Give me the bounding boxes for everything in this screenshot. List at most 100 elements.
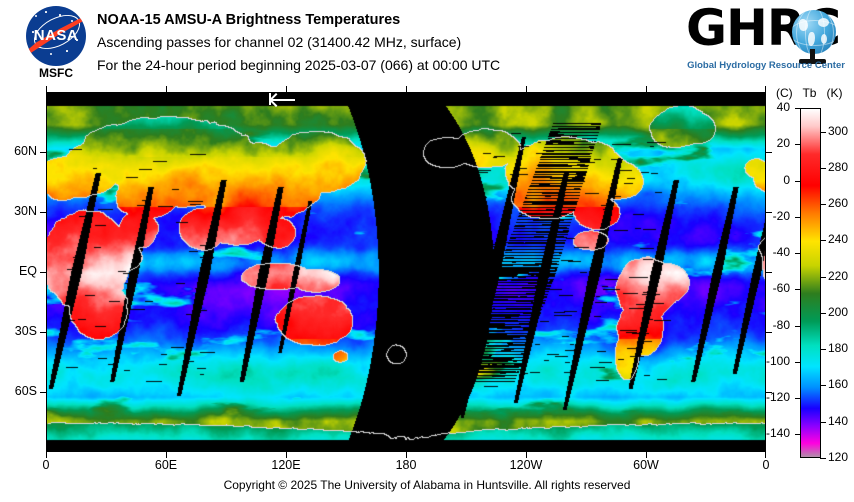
msfc-label: MSFC [39, 66, 73, 80]
colorbar-label-celsius: -60 [772, 281, 790, 295]
longitude-label: 120E [271, 458, 301, 472]
colorbar-unit-right: (K) [826, 86, 843, 100]
colorbar-label-celsius: 40 [776, 100, 790, 114]
globe-icon [792, 10, 836, 54]
colorbar-label-celsius: -80 [772, 318, 790, 332]
colorbar-tick-kelvin [820, 458, 826, 459]
colorbar-label-kelvin: 160 [828, 377, 849, 391]
latitude-tick [766, 272, 772, 273]
period-subtitle: For the 24-hour period beginning 2025-03… [97, 57, 501, 73]
colorbar-label-kelvin: 260 [828, 196, 849, 210]
colorbar-label-celsius: -120 [765, 390, 790, 404]
colorbar-tick-celsius [795, 289, 801, 290]
latitude-label: 30S [14, 324, 37, 338]
cursor-arrow-icon [268, 93, 295, 108]
page-header: NASA MSFC NOAA-15 AMSU-A Brightness Temp… [0, 0, 854, 88]
nasa-logo: NASA MSFC [18, 6, 94, 82]
latitude-tick [40, 152, 46, 153]
longitude-tick [406, 86, 407, 92]
longitude-tick [46, 452, 47, 458]
ghrc-logo: GHRC Global Hydrology Resource Center [686, 2, 846, 77]
longitude-tick [286, 452, 287, 458]
colorbar-tick-celsius [795, 217, 801, 218]
latitude-label: 30N [14, 204, 37, 218]
nasa-meatball-icon: NASA [26, 6, 86, 66]
latitude-label: EQ [18, 264, 37, 278]
colorbar-label-celsius: 0 [783, 173, 790, 187]
colorbar-label-kelvin: 180 [828, 341, 849, 355]
colorbar-tick-celsius [795, 144, 801, 145]
copyright-notice: Copyright © 2025 The University of Alaba… [223, 478, 631, 492]
colorbar-header: (C) Tb (K) [776, 86, 843, 100]
longitude-label: 0 [762, 458, 770, 472]
latitude-tick [766, 212, 772, 213]
colorbar-quantity: Tb [802, 86, 817, 100]
title-block: NOAA-15 AMSU-A Brightness Temperatures A… [97, 10, 500, 77]
colorbar-tick-celsius [795, 326, 801, 327]
channel-subtitle: Ascending passes for channel 02 (31400.4… [97, 34, 462, 50]
colorbar[interactable] [800, 108, 821, 458]
longitude-tick [765, 86, 766, 92]
longitude-tick [406, 452, 407, 458]
colorbar-tick-celsius [795, 181, 801, 182]
latitude-label: 60N [14, 144, 37, 158]
colorbar-tick-celsius [795, 108, 801, 109]
colorbar-tick-kelvin [820, 422, 826, 423]
longitude-label: 60W [633, 458, 659, 472]
colorbar-tick-kelvin [820, 385, 826, 386]
colorbar-tick-celsius [795, 253, 801, 254]
longitude-label: 60E [154, 458, 178, 472]
colorbar-label-kelvin: 120 [828, 450, 849, 464]
colorbar-tick-kelvin [820, 132, 826, 133]
colorbar-tick-kelvin [820, 277, 826, 278]
longitude-tick [646, 86, 647, 92]
colorbar-unit-left: (C) [776, 86, 793, 100]
latitude-tick [766, 332, 772, 333]
colorbar-tick-kelvin [820, 168, 826, 169]
latitude-tick [40, 392, 46, 393]
colorbar-label-kelvin: 220 [828, 269, 849, 283]
ghrc-subtitle: Global Hydrology Resource Center [687, 60, 845, 71]
longitude-tick [166, 86, 167, 92]
longitude-label: 180 [395, 458, 417, 472]
longitude-tick [765, 452, 766, 458]
nasa-wordmark: NASA [33, 27, 79, 44]
globe-base [799, 59, 826, 64]
longitude-label: 120W [509, 458, 543, 472]
longitude-tick [526, 452, 527, 458]
colorbar-label-kelvin: 300 [828, 124, 849, 138]
colorbar-label-kelvin: 140 [828, 414, 849, 428]
latitude-tick [766, 392, 772, 393]
colorbar-label-celsius: -140 [765, 426, 790, 440]
colorbar-tick-celsius [795, 362, 801, 363]
colorbar-label-kelvin: 280 [828, 160, 849, 174]
colorbar-tick-kelvin [820, 204, 826, 205]
colorbar-gradient [801, 109, 820, 457]
latitude-tick [40, 212, 46, 213]
page-title: NOAA-15 AMSU-A Brightness Temperatures [97, 12, 401, 28]
globe-stand [810, 49, 815, 61]
colorbar-label-celsius: -20 [772, 209, 790, 223]
colorbar-tick-kelvin [820, 240, 826, 241]
longitude-label: 0 [42, 458, 50, 472]
ghrc-wordmark-group: GHRC [686, 2, 846, 64]
colorbar-tick-celsius [795, 398, 801, 399]
colorbar-label-celsius: -100 [765, 354, 790, 368]
longitude-tick [166, 452, 167, 458]
longitude-tick [646, 452, 647, 458]
colorbar-tick-celsius [795, 434, 801, 435]
latitude-tick [40, 272, 46, 273]
longitude-tick [286, 86, 287, 92]
colorbar-tick-kelvin [820, 349, 826, 350]
colorbar-label-celsius: -40 [772, 245, 790, 259]
colorbar-label-celsius: 20 [776, 136, 790, 150]
colorbar-label-kelvin: 200 [828, 305, 849, 319]
longitude-tick [46, 86, 47, 92]
map-raster [47, 93, 765, 451]
latitude-tick [40, 332, 46, 333]
latitude-tick [766, 152, 772, 153]
colorbar-label-kelvin: 240 [828, 232, 849, 246]
longitude-tick [526, 86, 527, 92]
latitude-label: 60S [14, 384, 37, 398]
brightness-temperature-map[interactable] [46, 92, 766, 452]
